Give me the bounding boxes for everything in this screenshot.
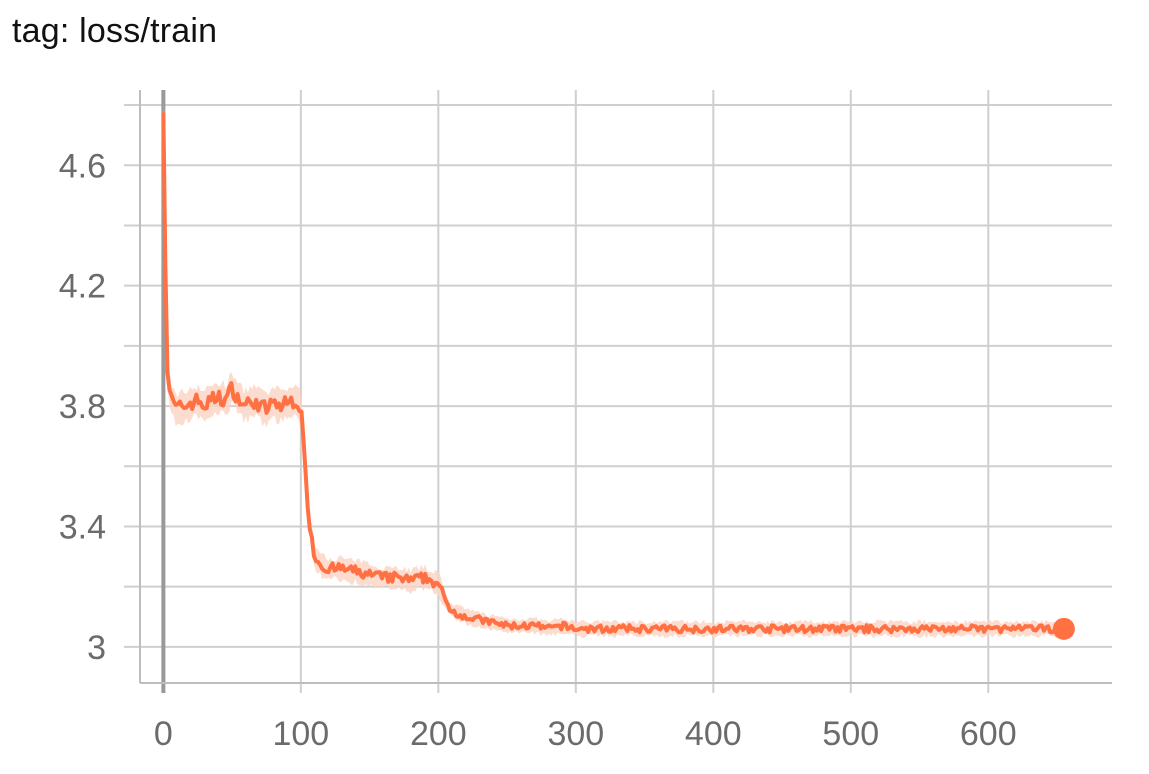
axes [139, 90, 1112, 684]
noise-band [163, 95, 1063, 639]
x-tick-label: 400 [685, 715, 742, 753]
last-point-marker[interactable] [1052, 617, 1075, 640]
y-tick-label: 3.8 [59, 388, 106, 426]
x-tick-label: 300 [547, 715, 604, 753]
y-tick-label: 4.2 [59, 268, 106, 306]
y-tick-label: 3.4 [59, 508, 106, 546]
chart-title: tag: loss/train [12, 12, 218, 50]
raw-variance-band [163, 95, 1063, 639]
x-tick-label: 0 [154, 715, 173, 753]
y-tick-label: 4.6 [59, 147, 106, 185]
x-tick-label: 500 [822, 715, 879, 753]
x-tick-label: 100 [272, 715, 329, 753]
y-tick-label: 3 [87, 629, 106, 667]
grid-lines [124, 90, 1112, 693]
x-tick-label: 600 [960, 715, 1017, 753]
series-layer [161, 112, 1075, 640]
loss-series-line [161, 112, 1065, 635]
tick-labels: 3 3.4 3.8 4.2 4.6 0 100 200 300 400 500 600 [59, 147, 1017, 753]
x-tick-label: 200 [410, 715, 467, 753]
